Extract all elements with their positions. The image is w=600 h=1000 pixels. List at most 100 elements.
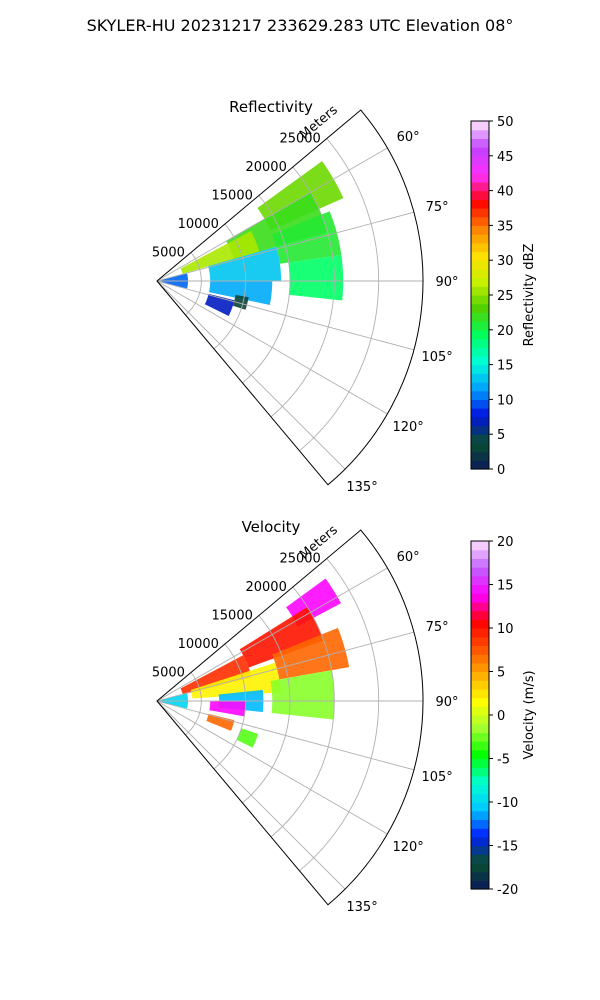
colorbar-band [471,671,489,681]
echo-region [239,607,324,668]
colorbar-band [471,408,489,418]
colorbar-tick-label: -10 [497,796,518,811]
colorbar-band [471,567,489,577]
azimuth-gridline [156,280,415,351]
colorbar-band [471,819,489,829]
azimuth-gridline [156,280,346,470]
echo-region [232,294,249,310]
polar-panel-reflectivity: Reflectivity500010000150002000025000Mete… [152,98,537,495]
colorbar-band [471,654,489,664]
colorbar-band [471,234,489,244]
colorbar-band [471,636,489,646]
colorbar-band [471,190,489,200]
colorbar-band [471,155,489,166]
colorbar-band [471,338,489,348]
azimuth-tick-label: 60° [397,550,420,565]
colorbar-band [471,810,489,820]
colorbar-band [471,680,489,690]
colorbar-band [471,434,489,444]
azimuth-gridline [156,567,388,702]
radial-tick-label: 20000 [245,160,286,175]
radial-tick-label: 5000 [152,246,185,261]
colorbar-band [471,451,489,461]
azimuth-tick-label: 135° [346,480,377,495]
colorbar-band [471,549,489,559]
colorbar-band [471,347,489,357]
colorbar-band [471,329,489,340]
colorbar-band [471,373,489,383]
azimuth-gridline [156,280,388,415]
colorbar-band [471,836,489,847]
echo-region [209,281,273,305]
azimuth-tick-label: 75° [426,620,449,635]
colorbar-tick-label: -20 [497,883,518,898]
plot-area [157,110,423,485]
azimuth-tick-label: 105° [421,350,452,365]
colorbar-tick-label: 30 [497,254,514,269]
colorbar-band [471,732,489,742]
echo-region [190,662,281,699]
range-ring [242,195,291,384]
colorbar-band [471,303,489,313]
azimuth-gridline [156,700,388,835]
colorbar-band [471,425,489,435]
radial-tick-label: 15000 [212,189,253,204]
plot-frame [156,529,424,906]
echo-field [161,578,350,748]
range-ring [242,615,291,804]
colorbar-label: Reflectivity dBZ [522,244,537,347]
azimuth-tick-label: 75° [426,200,449,215]
azimuth-gridline [156,700,415,771]
plot-area [157,530,424,905]
colorbar-tick-label: 0 [497,709,505,724]
colorbar-tick-label: 15 [497,359,514,374]
colorbar-band [471,260,489,270]
azimuth-gridline [156,700,346,890]
range-ring [299,138,380,452]
range-ring [299,558,380,872]
suptitle: SKYLER-HU 20231217 233629.283 UTC Elevat… [86,16,514,35]
echo-region [272,627,350,680]
colorbar-band [471,688,489,699]
colorbar-band [471,854,489,864]
colorbar-band [471,845,489,855]
colorbar-band [471,460,489,470]
echo-region [272,211,342,264]
colorbar-tick-label: 50 [497,115,514,130]
colorbar-band [471,399,489,409]
azimuth-gridline [156,631,415,702]
colorbar-band [471,619,489,629]
radial-tick-label: 10000 [178,217,219,232]
colorbar-band [471,541,489,551]
echo-region [206,713,235,731]
colorbar-band [471,286,489,296]
colorbar-band [471,199,489,209]
colorbar-band [471,880,489,890]
colorbar-band [471,628,489,638]
colorbar-band [471,749,489,760]
colorbar-band [471,802,489,812]
colorbar-band [471,793,489,803]
colorbar-tick-label: 25 [497,289,514,304]
colorbar-tick-label: 0 [497,463,505,478]
colorbar-band [471,784,489,794]
colorbar-band [471,662,489,673]
colorbar-band [471,208,489,218]
colorbar-band [471,610,489,620]
azimuth-tick-label: 135° [346,900,377,915]
colorbar-tick-label: -15 [497,840,518,855]
echo-region [288,255,344,301]
colorbar-band [471,129,489,139]
panel-title: Velocity [242,518,301,536]
colorbar-band [471,775,489,786]
colorbar-band [471,121,489,131]
azimuth-gridline [156,211,415,282]
echo-region [236,728,259,748]
colorbar-tick-label: 10 [497,622,514,637]
echo-region [209,701,246,717]
panel-title: Reflectivity [229,98,313,116]
colorbar-band [471,723,489,733]
azimuth-tick-label: 105° [421,770,452,785]
colorbar-band [471,181,489,192]
